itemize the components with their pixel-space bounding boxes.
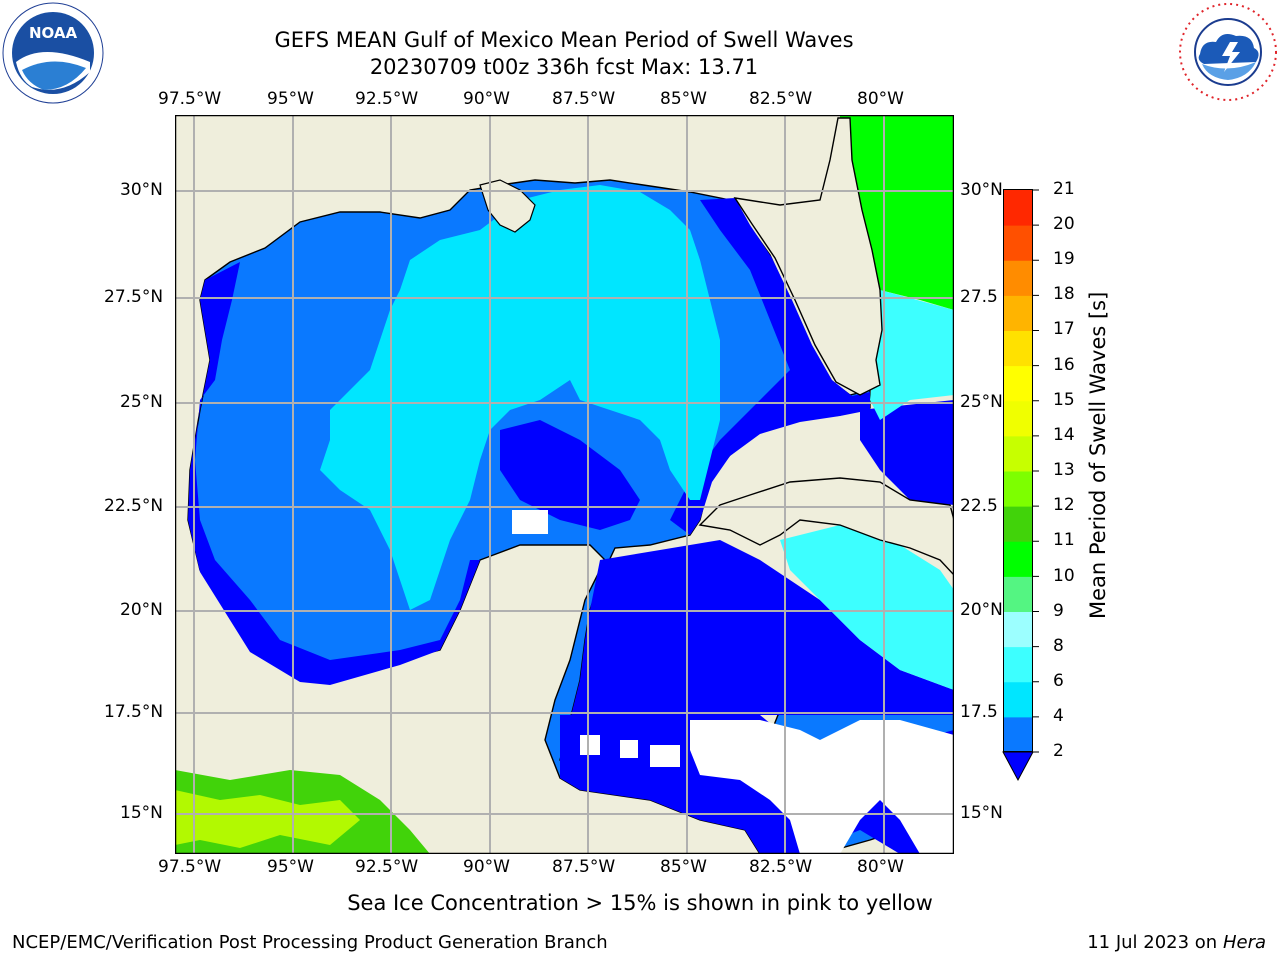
lon-tick-bottom: 95°W <box>267 857 314 877</box>
chart-subtitle: 20230709 t00z 336h fcst Max: 13.71 <box>369 55 759 79</box>
colorbar-swatch <box>1004 646 1032 683</box>
colorbar <box>1002 189 1039 782</box>
lon-tick-bottom: 87.5°W <box>552 857 616 877</box>
footer-date: 11 Jul 2023 on Hera <box>1087 932 1266 953</box>
lon-tick-bottom: 82.5°W <box>749 857 813 877</box>
lat-tick-right: 17.5 <box>960 702 998 722</box>
lon-tick-top: 90°W <box>463 89 510 109</box>
colorbar-swatch <box>1004 190 1032 226</box>
low-period-west <box>188 262 480 685</box>
no-data-patch <box>512 510 548 534</box>
colorbar-swatches <box>1004 190 1032 753</box>
lat-tick-left: 22.5°N <box>104 496 164 516</box>
lat-tick-left: 27.5°N <box>104 287 164 307</box>
colorbar-tick: 15 <box>1053 390 1075 410</box>
colorbar-swatch <box>1004 611 1032 648</box>
lat-tick-left: 20°N <box>120 600 163 620</box>
colorbar-tick: 2 <box>1053 741 1064 761</box>
lon-tick-top: 80°W <box>857 89 904 109</box>
lon-tick-top: 85°W <box>660 89 707 109</box>
noaa-logo-icon: NOAA <box>2 2 104 104</box>
nws-logo-icon <box>1179 3 1277 101</box>
gulf-map <box>175 115 954 854</box>
lat-tick-right: 22.5 <box>960 496 998 516</box>
lon-tick-bottom: 92.5°W <box>355 857 419 877</box>
pacific-yellow <box>175 790 360 848</box>
no-data-patch <box>650 745 680 767</box>
lat-tick-right: 30°N <box>960 180 1003 200</box>
lat-tick-right: 15°N <box>960 803 1003 823</box>
colorbar-swatch <box>1004 295 1032 331</box>
cuba-land <box>698 477 954 577</box>
colorbar-swatch <box>1004 225 1032 261</box>
colorbar-tick: 10 <box>1053 566 1075 586</box>
colorbar-swatch <box>1004 576 1032 612</box>
florida-land <box>733 117 883 396</box>
colorbar-swatch <box>1004 541 1032 577</box>
lon-tick-top: 95°W <box>267 89 314 109</box>
lat-tick-left: 25°N <box>120 392 163 412</box>
colorbar-title: Mean Period of Swell Waves [s] <box>1086 291 1110 619</box>
footer-credit: NCEP/EMC/Verification Post Processing Pr… <box>12 932 608 953</box>
low-period-central <box>500 420 640 530</box>
lon-tick-top: 97.5°W <box>158 89 222 109</box>
lat-tick-right: 27.5 <box>960 287 998 307</box>
lat-tick-right: 25°N <box>960 392 1003 412</box>
colorbar-tick: 6 <box>1053 671 1064 691</box>
atlantic-green <box>840 115 954 310</box>
no-data-patch <box>580 735 600 755</box>
footer-date-text: 11 Jul 2023 on <box>1087 932 1218 953</box>
colorbar-swatch <box>1004 681 1032 718</box>
colorbar-tick: 9 <box>1053 601 1064 621</box>
colorbar-swatch <box>1004 716 1032 753</box>
colorbar-swatch <box>1004 330 1032 367</box>
lon-tick-top: 92.5°W <box>355 89 419 109</box>
colorbar-swatch <box>1004 400 1032 437</box>
colorbar-tick: 17 <box>1053 319 1075 339</box>
colorbar-tick: 8 <box>1053 636 1064 656</box>
colorbar-tick: 13 <box>1053 460 1075 480</box>
colorbar-tick: 21 <box>1053 179 1075 199</box>
colorbar-tick: 20 <box>1053 214 1075 234</box>
colorbar-tick: 16 <box>1053 355 1075 375</box>
lon-tick-bottom: 97.5°W <box>158 857 222 877</box>
no-data-patch <box>690 720 954 854</box>
lon-tick-bottom: 90°W <box>463 857 510 877</box>
delta-land <box>479 179 536 233</box>
lon-tick-top: 82.5°W <box>749 89 813 109</box>
colorbar-tick: 19 <box>1053 249 1075 269</box>
no-data-patch <box>620 740 638 758</box>
map-frame <box>175 115 954 854</box>
cyan-region <box>320 185 720 610</box>
lon-tick-top: 87.5°W <box>552 89 616 109</box>
atlantic-cyan <box>870 290 954 420</box>
colorbar-swatch <box>1004 260 1032 296</box>
colorbar-swatch <box>1004 365 1032 402</box>
noaa-logo-text: NOAA <box>29 24 78 42</box>
colorbar-tick: 14 <box>1053 425 1075 445</box>
colorbar-under-arrow <box>1002 751 1034 782</box>
lon-tick-bottom: 80°W <box>857 857 904 877</box>
chart-title: GEFS MEAN Gulf of Mexico Mean Period of … <box>274 28 854 52</box>
low-period-florida <box>670 198 870 535</box>
colorbar-swatch <box>1004 435 1032 472</box>
footer-machine: Hera <box>1222 932 1266 953</box>
colorbar-swatch <box>1004 506 1032 542</box>
lat-tick-right: 20°N <box>960 600 1003 620</box>
lon-tick-bottom: 85°W <box>660 857 707 877</box>
cyan-caribbean <box>780 525 954 690</box>
colorbar-swatch <box>1004 471 1032 507</box>
colorbar-tick: 18 <box>1053 284 1075 304</box>
sea-ice-note: Sea Ice Concentration > 15% is shown in … <box>347 891 933 915</box>
colorbar-frame <box>1003 189 1033 752</box>
lat-tick-left: 17.5°N <box>104 702 164 722</box>
lat-tick-left: 15°N <box>120 803 163 823</box>
map-gridlines <box>175 115 954 854</box>
colorbar-tick: 12 <box>1053 495 1075 515</box>
lat-tick-left: 30°N <box>120 180 163 200</box>
colorbar-tick: 11 <box>1053 530 1075 550</box>
colorbar-tick: 4 <box>1053 706 1064 726</box>
